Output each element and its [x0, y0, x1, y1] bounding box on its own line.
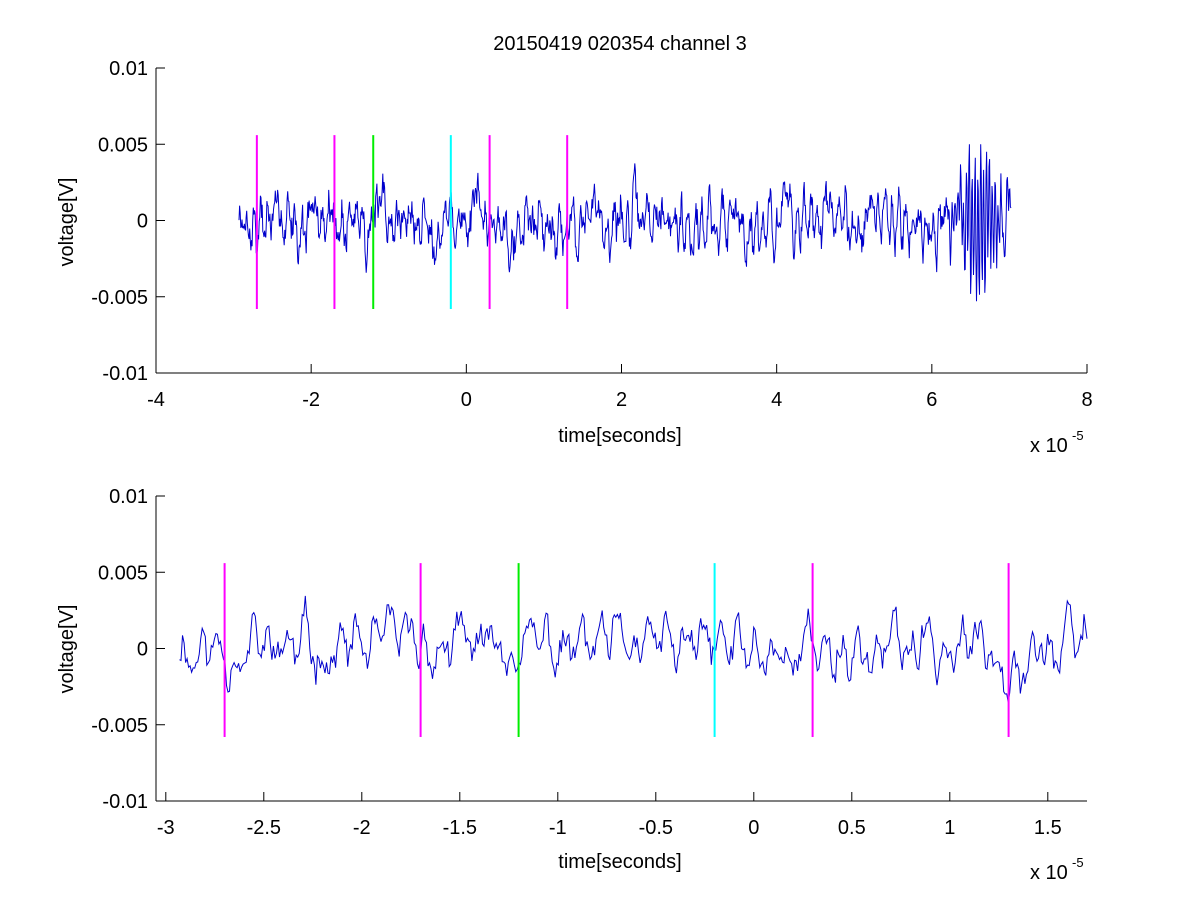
figure-title: 20150419 020354 channel 3: [493, 33, 747, 55]
x-tick-label: -1.5: [443, 817, 477, 839]
x-tick-label: -2: [353, 817, 371, 839]
axes-bottom: time[seconds] voltage[V] x 10 -5 -0.01 -0…: [56, 486, 1088, 884]
y-tick-label: -0.01: [102, 363, 148, 385]
y-tick-label: -0.005: [91, 715, 148, 737]
x-tick-label: 8: [1081, 389, 1092, 411]
x-axis-label: time[seconds]: [558, 425, 681, 447]
x-tick-label: -3: [157, 817, 175, 839]
y-tick-label: -0.005: [91, 287, 148, 309]
y-tick-label: 0.01: [109, 58, 148, 80]
y-tick-label: -0.01: [102, 791, 148, 813]
x-tick-label: 0: [748, 817, 759, 839]
x-tick-label: 2: [616, 389, 627, 411]
x-tick-label: -2: [302, 389, 320, 411]
y-axis-label: voltage[V]: [56, 178, 78, 267]
x-tick-label: 6: [926, 389, 937, 411]
x-tick-label: 1.5: [1034, 817, 1062, 839]
x-exponent-base: x 10: [1030, 435, 1068, 457]
y-tick-label: 0: [137, 639, 148, 661]
x-exponent-base: x 10: [1030, 862, 1068, 884]
y-tick-label: 0.01: [109, 486, 148, 508]
x-tick-label: -0.5: [639, 817, 673, 839]
x-exponent-power: -5: [1072, 855, 1084, 870]
x-tick-label: -4: [147, 389, 165, 411]
y-tick-label: 0.005: [98, 134, 148, 156]
x-exponent-power: -5: [1072, 428, 1084, 443]
x-tick-label: 4: [771, 389, 782, 411]
x-tick-label: 0.5: [838, 817, 866, 839]
y-axis-label: voltage[V]: [56, 605, 78, 694]
axes-top: time[seconds] voltage[V] x 10 -5 -0.01 -0…: [56, 58, 1093, 457]
signal-series-line: [179, 595, 1088, 703]
signal-series-line: [238, 144, 1012, 302]
y-tick-label: 0: [137, 211, 148, 233]
x-tick-label: -2.5: [247, 817, 281, 839]
x-tick-label: -1: [549, 817, 567, 839]
x-axis-label: time[seconds]: [558, 851, 681, 873]
x-tick-label: 0: [461, 389, 472, 411]
x-tick-label: 1: [944, 817, 955, 839]
y-tick-label: 0.005: [98, 562, 148, 584]
